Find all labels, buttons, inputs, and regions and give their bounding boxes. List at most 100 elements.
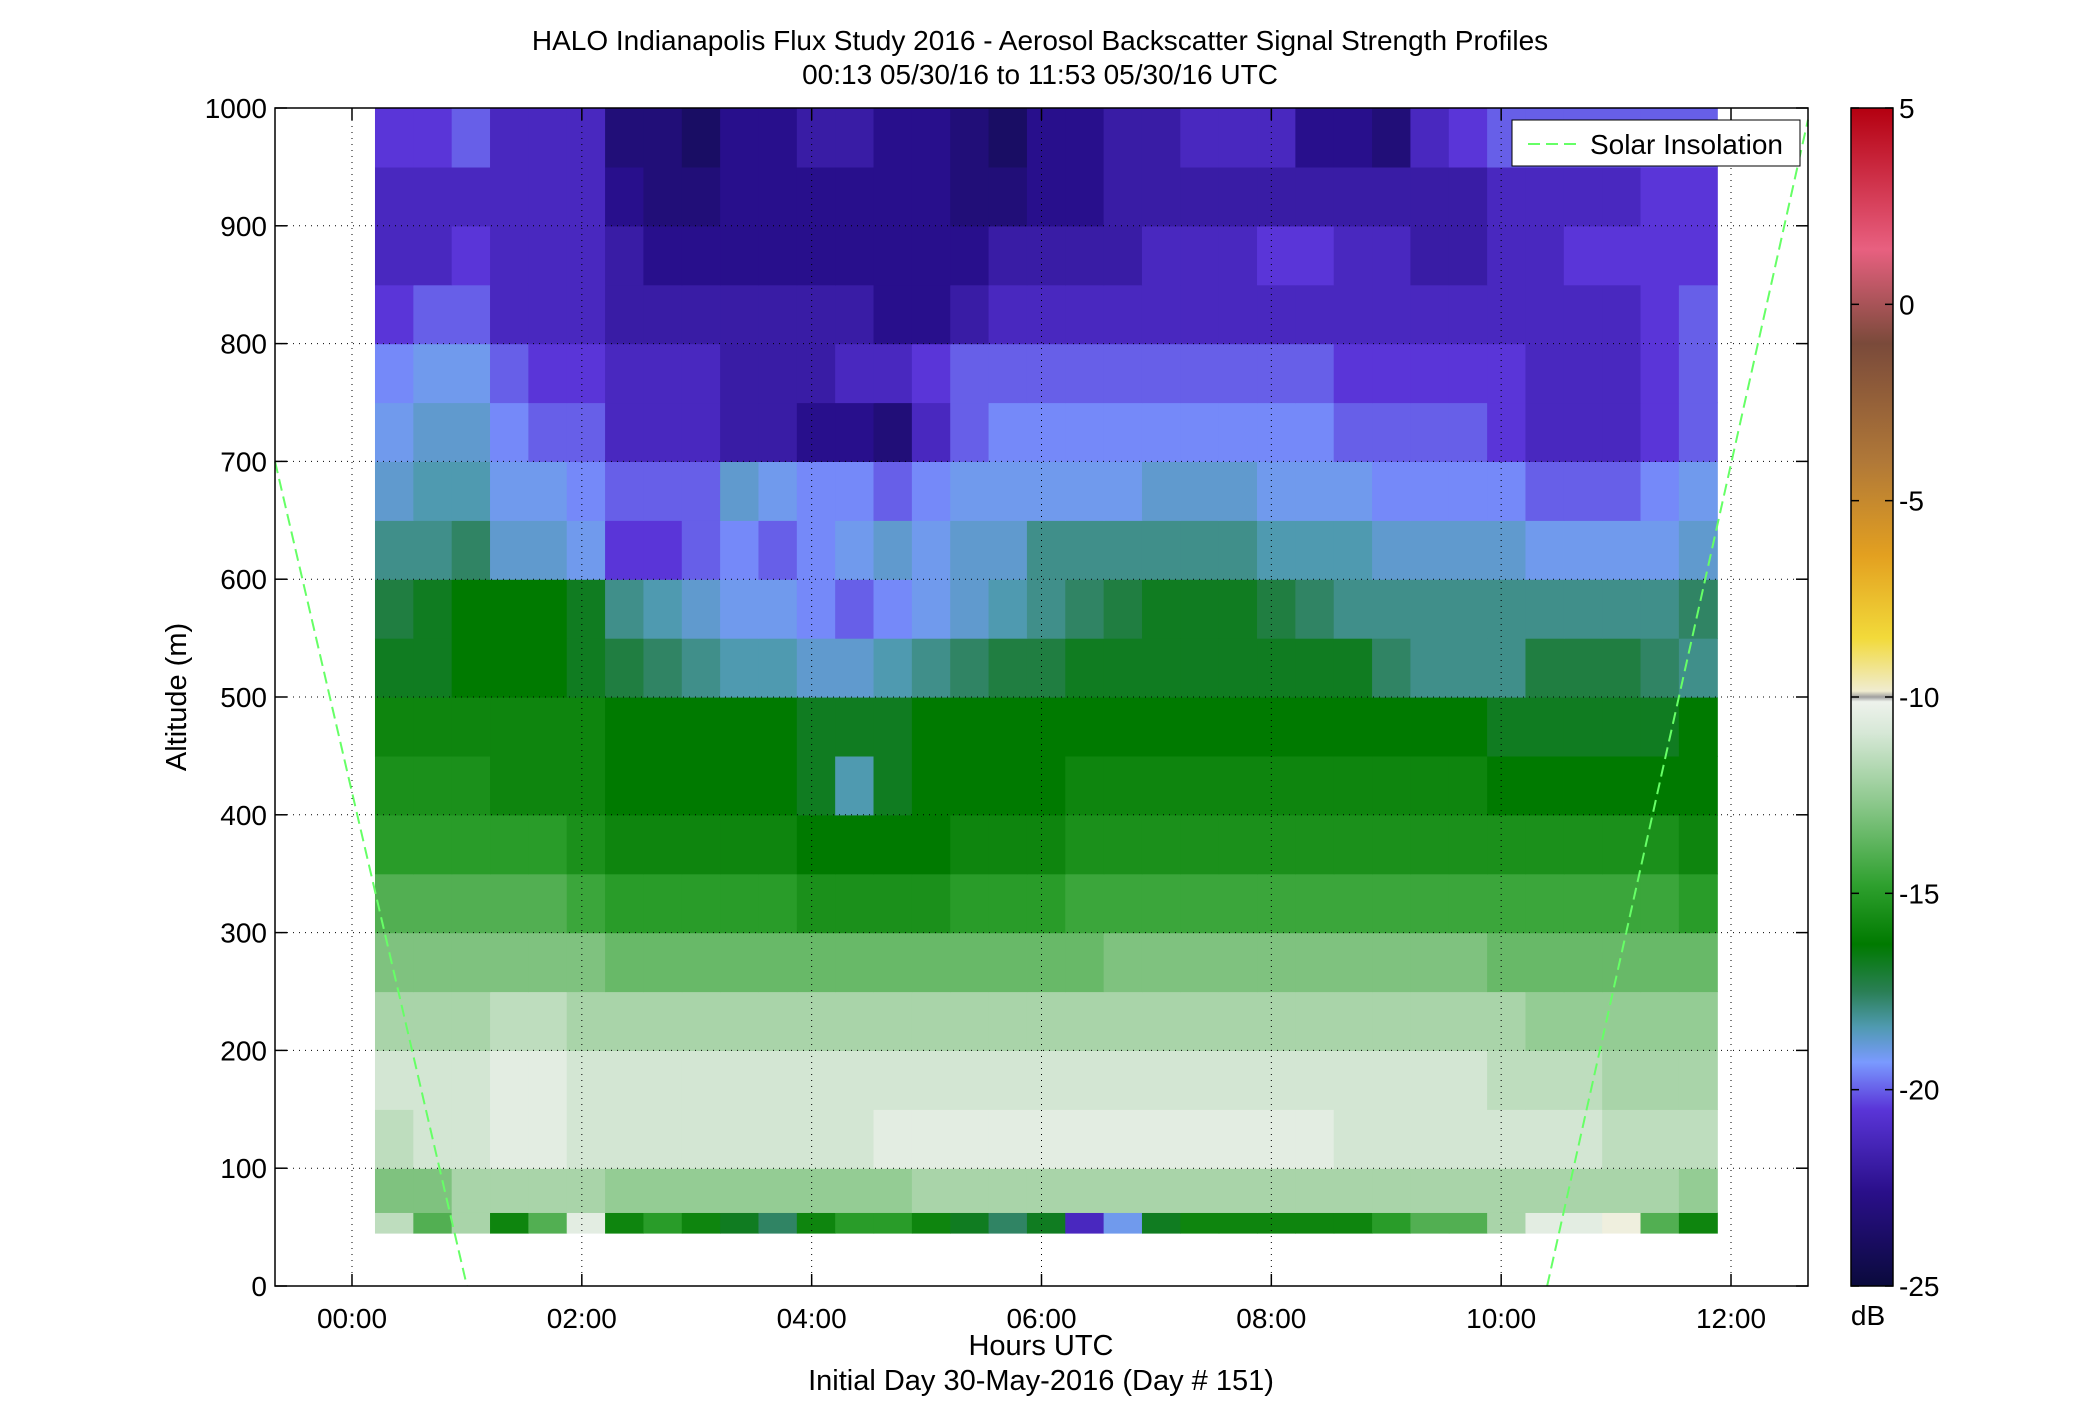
heatmap-cell: [1448, 1212, 1488, 1234]
heatmap-cell: [643, 991, 683, 1051]
heatmap-cell: [873, 1168, 913, 1213]
heatmap-cell: [1333, 1168, 1373, 1213]
heatmap-cell: [1218, 991, 1258, 1051]
heatmap-cell: [528, 638, 568, 698]
colorbar-tick-label: -15: [1899, 878, 1939, 909]
colorbar-tick-label: 0: [1899, 289, 1915, 320]
heatmap-cell: [374, 579, 414, 639]
heatmap-cell: [835, 108, 875, 168]
heatmap-cell: [1563, 755, 1603, 816]
heatmap-cell: [1563, 814, 1603, 875]
x-tick-label: 00:00: [317, 1303, 387, 1334]
heatmap-cell: [1640, 166, 1680, 227]
heatmap-cell: [1372, 755, 1412, 816]
heatmap-cell: [720, 166, 760, 227]
heatmap-cell: [1372, 638, 1412, 698]
heatmap-cell: [528, 1168, 568, 1213]
heatmap-cell: [988, 1212, 1028, 1234]
heatmap-cell: [1640, 284, 1680, 345]
heatmap-cell: [1410, 343, 1450, 404]
heatmap-cell: [374, 520, 414, 580]
heatmap-cell: [1448, 108, 1488, 168]
heatmap-cell: [1372, 991, 1412, 1051]
heatmap-cell: [1065, 1109, 1105, 1169]
heatmap-cell: [681, 814, 721, 875]
heatmap-cell: [413, 461, 453, 521]
heatmap-cell: [1410, 873, 1450, 934]
heatmap-cell: [1065, 284, 1105, 345]
heatmap-cell: [1333, 932, 1373, 993]
heatmap-cell: [451, 166, 491, 227]
colorbar-tick-label: -25: [1899, 1271, 1939, 1302]
heatmap-cell: [1257, 166, 1296, 227]
heatmap-cell: [1678, 461, 1718, 521]
heatmap-cell: [758, 1050, 798, 1110]
heatmap-cell: [1640, 697, 1680, 757]
heatmap-cell: [374, 814, 414, 875]
heatmap-cell: [720, 343, 760, 404]
heatmap-cell: [1563, 873, 1603, 934]
heatmap-cell: [1678, 814, 1718, 875]
heatmap-cell: [911, 461, 951, 521]
heatmap-cell: [911, 991, 951, 1051]
heatmap-cell: [1141, 461, 1181, 521]
heatmap-cell: [796, 108, 836, 168]
heatmap-cell: [490, 697, 529, 757]
heatmap-cell: [1602, 873, 1642, 934]
heatmap-cell: [1563, 932, 1603, 993]
heatmap-cell: [374, 166, 414, 227]
heatmap-cell: [1218, 1109, 1258, 1169]
heatmap-cell: [1257, 1212, 1296, 1234]
heatmap-cell: [1487, 1168, 1527, 1213]
heatmap-cell: [1103, 166, 1143, 227]
heatmap-cell: [1410, 225, 1450, 286]
heatmap-cell: [1295, 814, 1335, 875]
heatmap-cell: [720, 755, 760, 816]
heatmap-cell: [490, 1212, 529, 1234]
heatmap-cell: [1563, 1109, 1603, 1169]
heatmap-cell: [1141, 579, 1181, 639]
heatmap-cell: [1410, 814, 1450, 875]
heatmap-cell: [1372, 284, 1412, 345]
heatmap-cell: [835, 1050, 875, 1110]
heatmap-cell: [1295, 402, 1335, 462]
heatmap-cell: [1333, 520, 1373, 580]
heatmap-cell: [1448, 284, 1488, 345]
x-tick-label: 10:00: [1466, 1303, 1536, 1334]
heatmap-cell: [758, 166, 798, 227]
heatmap-cell: [1640, 343, 1680, 404]
heatmap-cell: [796, 1109, 836, 1169]
heatmap-cell: [911, 166, 951, 227]
heatmap-cell: [1065, 697, 1105, 757]
y-axis-label: Altitude (m): [161, 623, 193, 771]
heatmap-cell: [988, 873, 1028, 934]
heatmap-cell: [643, 755, 683, 816]
heatmap-cell: [1640, 638, 1680, 698]
heatmap-cell: [1218, 225, 1258, 286]
heatmap-cell: [681, 520, 721, 580]
heatmap-cell: [1141, 225, 1181, 286]
heatmap-cell: [566, 520, 606, 580]
heatmap-cell: [1295, 108, 1335, 168]
heatmap-cell: [835, 814, 875, 875]
heatmap-cell: [1602, 932, 1642, 993]
heatmap-cell: [451, 343, 491, 404]
heatmap-cell: [835, 697, 875, 757]
heatmap-cell: [528, 461, 568, 521]
heatmap-cell: [605, 814, 645, 875]
heatmap-cell: [988, 638, 1028, 698]
heatmap-cell: [796, 932, 836, 993]
heatmap-cell: [988, 697, 1028, 757]
heatmap-cell: [681, 932, 721, 993]
heatmap-cell: [1180, 814, 1220, 875]
heatmap-cell: [681, 402, 721, 462]
heatmap-cell: [911, 1212, 951, 1234]
heatmap-cell: [1141, 520, 1181, 580]
heatmap-cell: [1525, 579, 1565, 639]
heatmap-cell: [1563, 402, 1603, 462]
heatmap-cell: [413, 755, 453, 816]
heatmap-cell: [1525, 1050, 1565, 1110]
heatmap-cell: [1180, 991, 1220, 1051]
heatmap-cell: [720, 1050, 760, 1110]
heatmap-cell: [1026, 1212, 1066, 1234]
